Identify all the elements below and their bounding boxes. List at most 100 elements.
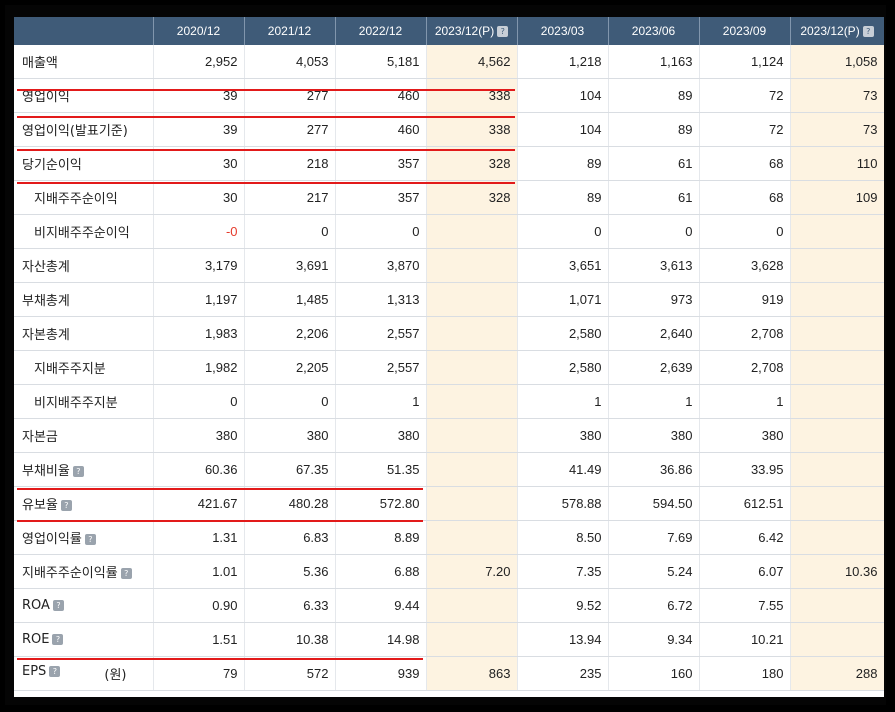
- row-label-cell: 당기순이익: [14, 146, 154, 181]
- value-cell: 1,124: [699, 45, 791, 79]
- table-row: 자본총계 1,983 2,206 2,557 2,580 2,640 2,708: [14, 316, 884, 351]
- table-row: 영업이익률? 1.31 6.83 8.89 8.50 7.69 6.42: [14, 520, 884, 555]
- value-cell: 357: [335, 180, 427, 215]
- value-cell: 104: [517, 112, 609, 147]
- value-cell: 3,628: [699, 248, 791, 283]
- help-icon[interactable]: ?: [497, 26, 509, 37]
- value-cell: 5.24: [608, 554, 700, 589]
- table-row: ROA? 0.90 6.33 9.44 9.52 6.72 7.55: [14, 588, 884, 623]
- value-cell: 380: [244, 418, 336, 453]
- value-cell: 338: [426, 112, 518, 147]
- row-label: EPS: [22, 664, 47, 679]
- column-header-label: 2023/03: [540, 24, 585, 38]
- value-cell: 328: [426, 146, 518, 181]
- value-cell: 277: [244, 78, 336, 113]
- value-cell: 939: [335, 656, 427, 691]
- value-cell: [426, 214, 518, 249]
- row-label-cell: 매출액: [14, 45, 154, 79]
- value-cell: 2,557: [335, 350, 427, 385]
- value-cell: 1: [699, 384, 791, 419]
- value-cell: 3,179: [153, 248, 245, 283]
- row-label-cell: 지배주주순이익: [14, 180, 154, 215]
- row-label: 지배주주순이익: [34, 192, 118, 207]
- value-cell: 1.01: [153, 554, 245, 589]
- value-cell: 919: [699, 282, 791, 317]
- value-cell: 7.20: [426, 554, 518, 589]
- column-header-label: 2023/12(P): [434, 24, 495, 38]
- table-row: 지배주주지분 1,982 2,205 2,557 2,580 2,639 2,708: [14, 350, 884, 385]
- value-cell: 180: [699, 656, 791, 691]
- help-icon[interactable]: ?: [49, 666, 61, 677]
- row-label: 비지배주주순이익: [34, 226, 130, 241]
- help-icon[interactable]: ?: [862, 26, 874, 37]
- value-cell: [426, 418, 518, 453]
- value-cell: 68: [699, 180, 791, 215]
- value-cell: [790, 248, 884, 283]
- value-cell: 4,562: [426, 45, 518, 79]
- value-cell: 277: [244, 112, 336, 147]
- value-cell: 421.67: [153, 486, 245, 521]
- row-label-cell: 유보율?: [14, 486, 154, 521]
- value-cell: 2,640: [608, 316, 700, 351]
- row-label: 자산총계: [22, 260, 70, 275]
- value-cell: 73: [790, 78, 884, 113]
- value-cell: 357: [335, 146, 427, 181]
- column-header-label: 2020/12: [176, 24, 221, 38]
- help-icon[interactable]: ?: [60, 500, 72, 511]
- value-cell: 1: [608, 384, 700, 419]
- value-cell: 0: [699, 214, 791, 249]
- value-cell: 1,982: [153, 350, 245, 385]
- table-row: 자본금 380 380 380 380 380 380: [14, 418, 884, 453]
- value-cell: 160: [608, 656, 700, 691]
- value-cell: 33.95: [699, 452, 791, 487]
- table-row: 당기순이익 30 218 357 328 89 61 68 110: [14, 146, 884, 181]
- table-row: ROE? 1.51 10.38 14.98 13.94 9.34 10.21: [14, 622, 884, 657]
- help-icon[interactable]: ?: [84, 534, 96, 545]
- value-cell: 460: [335, 78, 427, 113]
- value-cell: 89: [517, 146, 609, 181]
- value-cell: 1,163: [608, 45, 700, 79]
- row-label: 자본금: [22, 430, 58, 445]
- value-cell: 6.83: [244, 520, 336, 555]
- value-cell: [426, 350, 518, 385]
- value-cell: 288: [790, 656, 884, 691]
- value-cell: 2,952: [153, 45, 245, 79]
- red-underline: [17, 89, 515, 91]
- value-cell: 14.98: [335, 622, 427, 657]
- row-label-cell: 영업이익률?: [14, 520, 154, 555]
- value-cell: 1,485: [244, 282, 336, 317]
- header-row: 2020/12 2021/12 2022/12 2023/12(P)? 2023…: [14, 17, 884, 45]
- value-cell: 89: [608, 112, 700, 147]
- value-cell: 2,557: [335, 316, 427, 351]
- value-cell: 0: [335, 214, 427, 249]
- row-label-cell: 부채총계: [14, 282, 154, 317]
- value-cell: [426, 486, 518, 521]
- value-cell: 2,205: [244, 350, 336, 385]
- column-header: 2021/12: [244, 17, 336, 45]
- red-underline: [17, 658, 423, 660]
- value-cell: 1: [335, 384, 427, 419]
- value-cell: [790, 214, 884, 249]
- value-cell: 1.51: [153, 622, 245, 657]
- column-header-label: 2023/09: [722, 24, 767, 38]
- header-label-cell: [14, 17, 154, 45]
- help-icon[interactable]: ?: [52, 634, 64, 645]
- help-icon[interactable]: ?: [120, 568, 132, 579]
- value-cell: 61: [608, 146, 700, 181]
- table-row: 비지배주주지분 0 0 1 1 1 1: [14, 384, 884, 419]
- value-cell: 6.07: [699, 554, 791, 589]
- value-cell: 973: [608, 282, 700, 317]
- financial-summary-table: 2020/12 2021/12 2022/12 2023/12(P)? 2023…: [14, 17, 884, 691]
- value-cell: 7.55: [699, 588, 791, 623]
- value-cell: 73: [790, 112, 884, 147]
- value-cell: 68: [699, 146, 791, 181]
- financial-summary-table-container: 2020/12 2021/12 2022/12 2023/12(P)? 2023…: [14, 17, 884, 697]
- value-cell: [790, 622, 884, 657]
- row-label-cell: 부채비율?: [14, 452, 154, 487]
- help-icon[interactable]: ?: [72, 466, 84, 477]
- help-icon[interactable]: ?: [52, 600, 64, 611]
- value-cell: 51.35: [335, 452, 427, 487]
- value-cell: 0: [608, 214, 700, 249]
- value-cell: 89: [517, 180, 609, 215]
- value-cell: 218: [244, 146, 336, 181]
